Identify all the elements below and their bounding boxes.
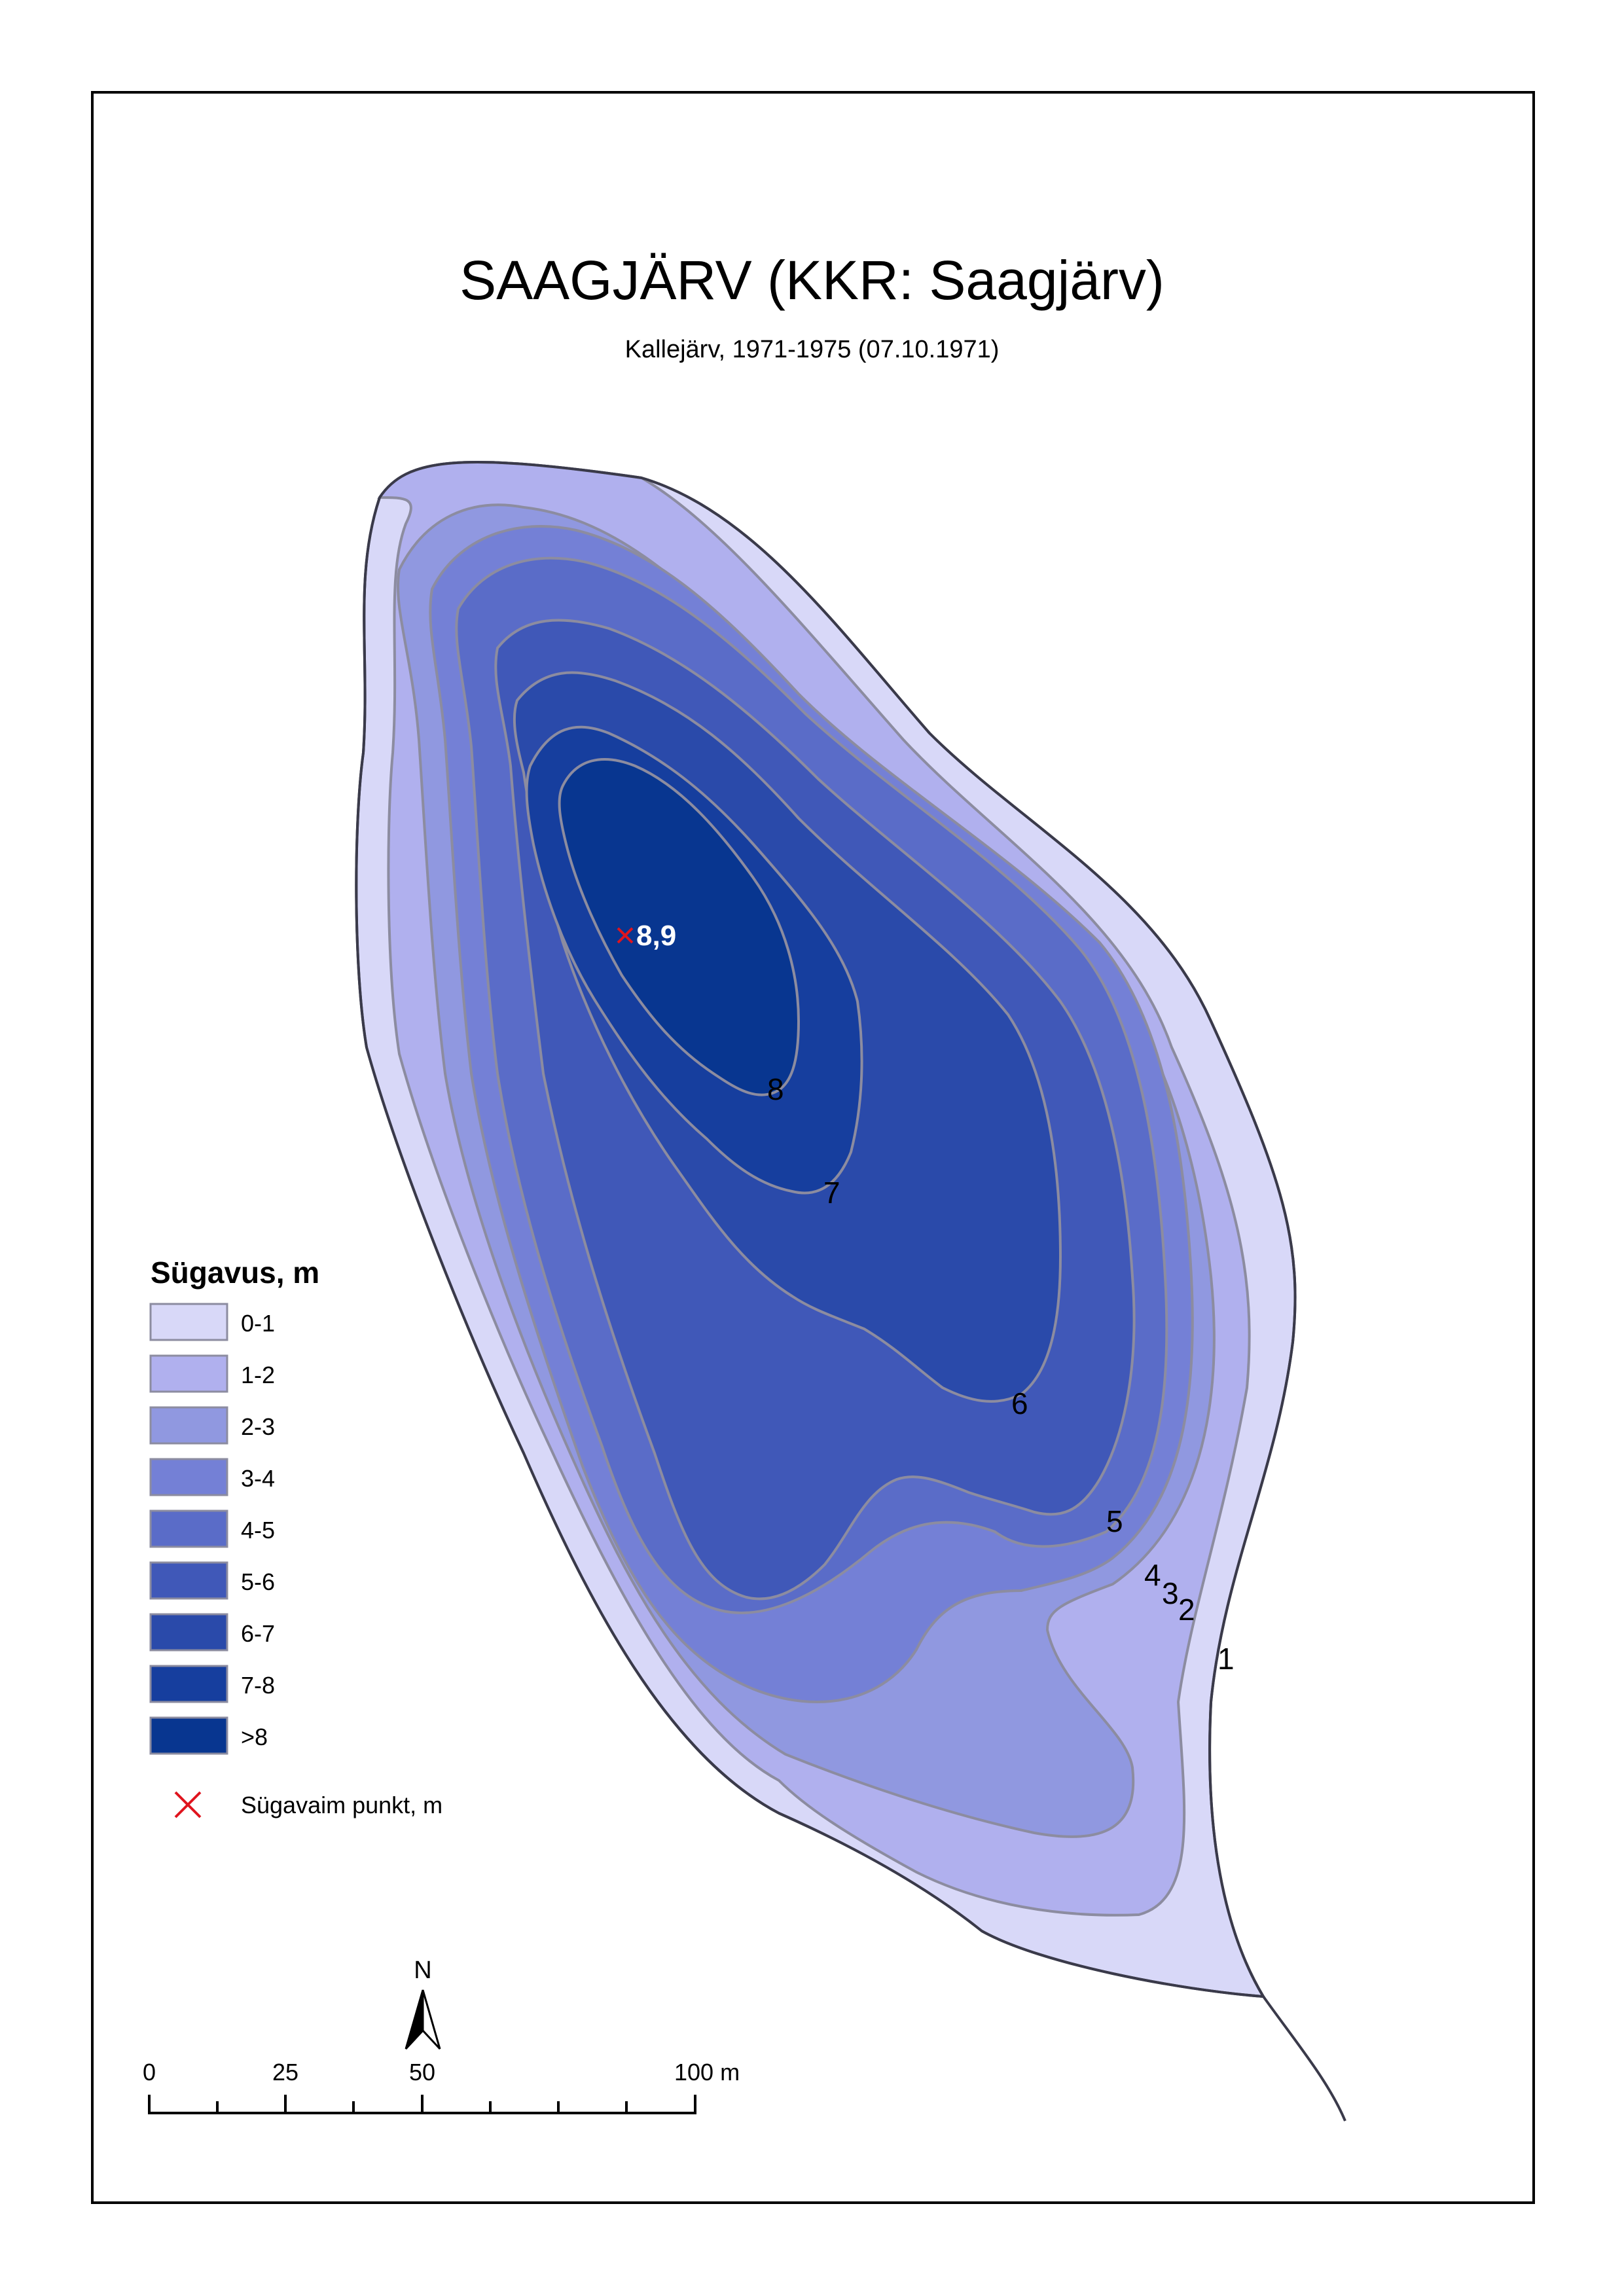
contour-label-7: 7 [823,1176,840,1210]
contour-label-2: 2 [1178,1593,1195,1627]
map-subtitle: Kallejärv, 1971-1975 (07.10.1971) [624,336,1000,363]
contour-label-5: 5 [1106,1504,1123,1538]
depth-zone-over-8 [558,758,801,1096]
scale-label-50: 50 [409,2059,435,2086]
legend-swatch [149,1561,228,1600]
legend-title: Sügavus, m [151,1256,319,1290]
contour-label-6: 6 [1011,1386,1028,1420]
scale-label-25: 25 [272,2059,298,2086]
legend-class-label: 6-7 [241,1620,275,1647]
legend-swatch [149,1406,228,1445]
contour-label-1: 1 [1218,1642,1235,1676]
legend-swatch [149,1354,228,1393]
legend-class-label: 7-8 [241,1672,275,1699]
legend-class-label: 3-4 [241,1465,275,1492]
scale-bar: 0 25 50 100 m [143,2059,740,2114]
legend-class-label: 4-5 [241,1517,275,1544]
contour-label-8: 8 [767,1072,784,1106]
contour-label-3: 3 [1162,1576,1179,1610]
legend-swatch [149,1716,228,1755]
contour-label-4: 4 [1144,1558,1161,1592]
outflow-stream [1262,1995,1346,2122]
legend-swatch [149,1458,228,1496]
shoreline [355,461,1297,1998]
north-label: N [414,1957,431,1984]
legend-swatch [149,1665,228,1703]
legend-swatch [149,1303,228,1341]
map-frame [91,91,1535,2204]
legend-class-label: 2-3 [241,1413,275,1440]
legend-class-label: 5-6 [241,1568,275,1595]
lake-bathymetry [355,461,1346,2122]
map-title: SAAGJÄRV (KKR: Saagjärv) [460,249,1164,311]
legend-swatch [149,1509,228,1548]
legend-class-label: 0-1 [241,1310,275,1337]
scale-label-100: 100 m [674,2059,740,2086]
legend-class-label: >8 [241,1724,268,1750]
legend-point-label: Sügavaim punkt, m [241,1792,442,1818]
deepest-point-marker [617,927,634,944]
legend-swatch [149,1613,228,1652]
legend: Sügavus, m 0-1 1-2 2-3 3-4 4-5 5-6 6-7 7-8 >8 Sü… [149,1256,442,1818]
legend-class-label: 1-2 [241,1362,275,1388]
scale-label-0: 0 [143,2059,156,2086]
deepest-point-label: 8,9 [636,920,676,952]
north-arrow: N [405,1957,441,2050]
